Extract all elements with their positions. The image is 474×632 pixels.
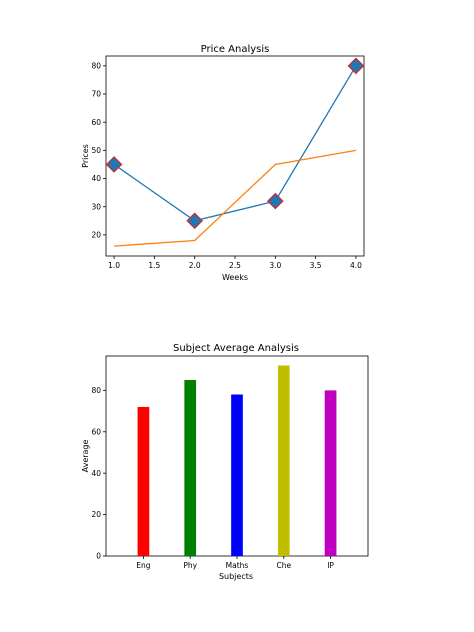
- chart1-series-2-line: [114, 149, 357, 247]
- chart1-x-ticks: 1.0 1.5 2.0 2.5 3.0 3.5 4.0: [108, 256, 362, 270]
- chart1-y-tick-label: 40: [91, 174, 101, 183]
- chart1-y-tick-label: 70: [91, 90, 101, 99]
- chart2-bar-eng: [137, 406, 150, 556]
- chart1-series-1-marker: [105, 156, 123, 173]
- chart2-x-tick-label: Che: [276, 561, 291, 570]
- chart2-y-tick-label: 0: [96, 552, 101, 561]
- chart2-y-ticks: 0 20 40 60 80: [91, 386, 106, 561]
- chart1-series: [105, 57, 365, 247]
- price-analysis-chart: Price Analysis 20 30 40 50 60 70 80 1.0 1.5 2.0 2…: [81, 44, 365, 282]
- chart2-y-tick-label: 60: [91, 427, 101, 436]
- chart2-bars: [137, 365, 337, 556]
- chart1-series-1-marker: [347, 57, 365, 75]
- chart2-x-tick-label: IP: [327, 561, 334, 570]
- chart1-xlabel: Weeks: [222, 273, 248, 282]
- chart1-y-tick-label: 30: [91, 202, 101, 211]
- chart1-x-tick-label: 1.0: [108, 261, 120, 270]
- chart2-y-tick-label: 20: [91, 510, 101, 519]
- chart1-x-tick-label: 3.5: [310, 261, 322, 270]
- chart1-y-tick-label: 50: [91, 146, 101, 155]
- chart1-y-ticks: 20 30 40 50 60 70 80: [91, 61, 106, 239]
- chart2-y-tick-label: 40: [91, 469, 101, 478]
- chart1-ylabel: Prices: [81, 144, 90, 168]
- chart2-bar-phy: [184, 380, 197, 556]
- chart2-x-tick-label: Eng: [136, 561, 150, 570]
- chart1-title: Price Analysis: [201, 44, 270, 55]
- chart2-title: Subject Average Analysis: [173, 343, 299, 354]
- chart2-xlabel: Subjects: [219, 572, 253, 581]
- chart1-y-tick-label: 60: [91, 118, 101, 127]
- chart1-x-tick-label: 2.0: [189, 261, 201, 270]
- chart1-x-tick-label: 4.0: [350, 261, 362, 270]
- chart1-x-tick-label: 3.0: [269, 261, 281, 270]
- chart2-bar-che: [277, 365, 290, 556]
- chart1-series-1-marker: [266, 192, 284, 210]
- chart2-ylabel: Average: [81, 440, 90, 473]
- chart2-x-tick-label: Maths: [226, 561, 249, 570]
- chart1-series-1-marker: [186, 212, 204, 230]
- chart1-y-tick-label: 20: [91, 230, 101, 239]
- subject-average-chart: Subject Average Analysis 0 20 40 60 80 Eng Ph…: [81, 343, 369, 581]
- chart1-series-1-line: [113, 65, 357, 222]
- chart1-x-tick-label: 2.5: [229, 261, 241, 270]
- chart1-y-tick-label: 80: [91, 61, 101, 70]
- chart2-x-ticks: Eng Phy Maths Che IP: [136, 556, 334, 570]
- chart2-y-tick-label: 80: [91, 386, 101, 395]
- chart2-bar-ip: [324, 390, 337, 556]
- chart2-bar-maths: [231, 394, 243, 556]
- chart1-x-tick-label: 1.5: [148, 261, 160, 270]
- chart2-x-tick-label: Phy: [183, 561, 197, 570]
